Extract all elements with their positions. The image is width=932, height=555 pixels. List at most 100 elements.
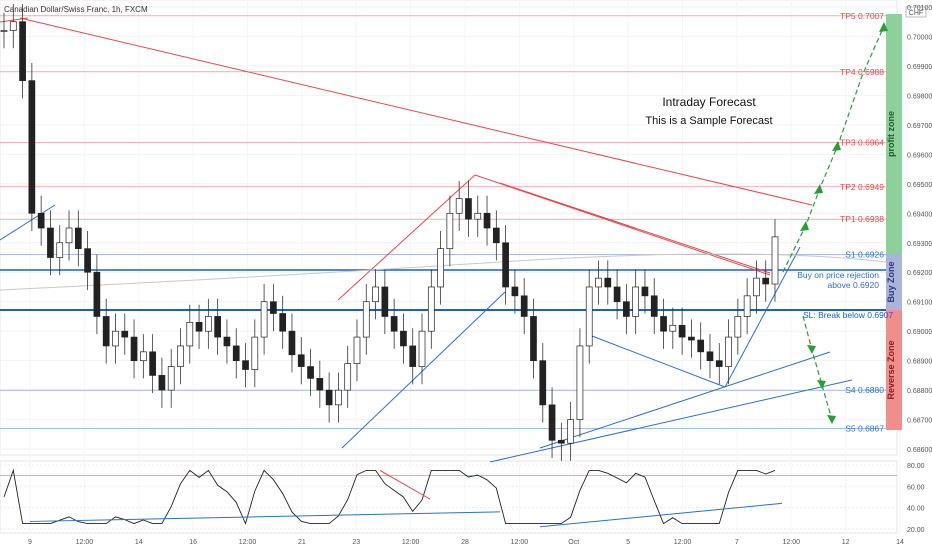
candle-body bbox=[688, 336, 695, 341]
candle-body bbox=[344, 363, 352, 391]
time-tick-label: 7 bbox=[735, 539, 739, 546]
candle-body bbox=[502, 242, 509, 288]
time-tick-label: 21 bbox=[298, 539, 306, 546]
candle-body bbox=[316, 378, 324, 391]
arrow-heads bbox=[800, 22, 888, 424]
arrow-head-s3 bbox=[807, 345, 816, 354]
candle-body bbox=[372, 286, 379, 303]
time-axis: 9 12:00 14 16 12:00 21 23 12:00 28 12:00 Oct 5 12:00… bbox=[28, 539, 904, 546]
profit-path-arrow bbox=[782, 25, 885, 273]
osc-tick-label: 40.00 bbox=[907, 506, 925, 513]
price-tick-label: 0.68900 bbox=[907, 359, 932, 366]
candle-body bbox=[139, 351, 147, 362]
forecast-arrows bbox=[782, 25, 885, 421]
buy-zone-label: Buy Zone bbox=[886, 261, 896, 302]
candle-body bbox=[84, 248, 91, 273]
arrow-head-tp1 bbox=[800, 221, 809, 231]
oscillator-plot-area[interactable] bbox=[0, 460, 898, 534]
candle-body bbox=[362, 301, 370, 338]
osc-trend-red bbox=[379, 470, 431, 500]
level-label: TP5 0.7007 bbox=[840, 11, 884, 21]
trendline-red-mid bbox=[474, 174, 771, 276]
candle-body bbox=[530, 316, 537, 362]
trendline-red-top bbox=[0, 17, 29, 23]
price-tick-label: 0.69100 bbox=[907, 300, 932, 307]
chart-title: Canadian Dollar/Swiss Franc, 1h, FXCM bbox=[4, 5, 148, 14]
price-tick-label: 0.68800 bbox=[907, 388, 932, 395]
candle-body bbox=[74, 227, 82, 250]
price-tick-label: 0.70000 bbox=[907, 34, 932, 41]
candle-body bbox=[697, 339, 705, 353]
candle-body bbox=[753, 277, 760, 297]
candle-body bbox=[650, 295, 658, 317]
candle-body bbox=[743, 295, 751, 317]
profit-zone-label: profit zone bbox=[886, 111, 896, 157]
reverse-zone-label: Reverse Zone bbox=[886, 340, 896, 399]
forecast-subtitle: This is a Sample Forecast bbox=[645, 115, 772, 127]
candle-body bbox=[623, 301, 630, 317]
candle-body bbox=[511, 286, 519, 297]
currency-label: CHF bbox=[909, 10, 923, 17]
candle-body bbox=[576, 345, 584, 420]
osc-trend-blue-2 bbox=[539, 502, 783, 528]
price-tick-label: 0.68700 bbox=[907, 418, 932, 425]
candle-body bbox=[149, 351, 156, 376]
candle-body bbox=[93, 271, 101, 317]
trendline-red-mid2 bbox=[499, 182, 771, 274]
candle-body bbox=[288, 330, 296, 356]
candle-body bbox=[112, 330, 119, 347]
candle-body bbox=[604, 277, 612, 288]
candle-body bbox=[158, 375, 166, 391]
currency-box[interactable] bbox=[905, 6, 927, 18]
candle-body bbox=[390, 316, 398, 332]
candle-body bbox=[47, 227, 54, 258]
candle-body bbox=[242, 360, 249, 370]
candle-body bbox=[381, 286, 389, 317]
reverse-path-arrow bbox=[802, 315, 833, 421]
candle-body bbox=[65, 227, 73, 244]
candle-body bbox=[19, 21, 26, 81]
candle-body bbox=[400, 330, 407, 347]
osc-tick-label: 20.00 bbox=[907, 527, 925, 534]
candle-body bbox=[102, 316, 110, 347]
candle-body bbox=[177, 345, 184, 367]
candle-body bbox=[56, 242, 64, 258]
price-tick-label: 0.69400 bbox=[907, 211, 932, 218]
level-label: TP2 0.6949 bbox=[840, 182, 884, 192]
time-tick-label: 12:00 bbox=[402, 539, 420, 546]
candle-body bbox=[232, 345, 240, 362]
time-tick-label: 12:00 bbox=[239, 539, 257, 546]
candle-body bbox=[539, 360, 547, 406]
candle-body bbox=[492, 227, 500, 244]
level-label: TP1 0.6938 bbox=[840, 214, 884, 224]
osc-tick-label: 60.00 bbox=[907, 484, 925, 491]
stop-loss-annotation: SL: Break below 0.6907 bbox=[803, 310, 894, 320]
level-label: TP4 0.6988 bbox=[840, 67, 884, 77]
candle-body bbox=[595, 277, 602, 288]
level-label: S1 0.6926 bbox=[845, 250, 884, 260]
time-tick-label: 12:00 bbox=[674, 539, 692, 546]
price-tick-label: 0.69900 bbox=[907, 64, 932, 71]
moving-average bbox=[0, 253, 887, 291]
buy-zone-strip bbox=[886, 254, 902, 310]
time-tick-label: 23 bbox=[352, 539, 360, 546]
candle-body bbox=[437, 248, 444, 288]
candle-body bbox=[483, 212, 491, 229]
candle-body bbox=[223, 336, 231, 347]
candle-body bbox=[186, 322, 194, 347]
candle-body bbox=[520, 295, 528, 317]
candle-body bbox=[446, 212, 454, 250]
trendline-blue-rise bbox=[341, 291, 506, 449]
candle-body bbox=[548, 404, 556, 441]
time-tick-label: 28 bbox=[461, 539, 469, 546]
candle-body bbox=[715, 360, 723, 367]
candle-body bbox=[325, 389, 333, 406]
buy-annotation-line2: above 0.6920 bbox=[827, 280, 879, 290]
candle-body bbox=[771, 236, 779, 285]
candle-body bbox=[734, 316, 742, 338]
candle-body bbox=[474, 212, 482, 220]
price-tick-label: 0.69300 bbox=[907, 241, 932, 248]
osc-tick-label: 80.00 bbox=[907, 463, 925, 470]
forecast-title: Intraday Forecast bbox=[662, 95, 756, 109]
